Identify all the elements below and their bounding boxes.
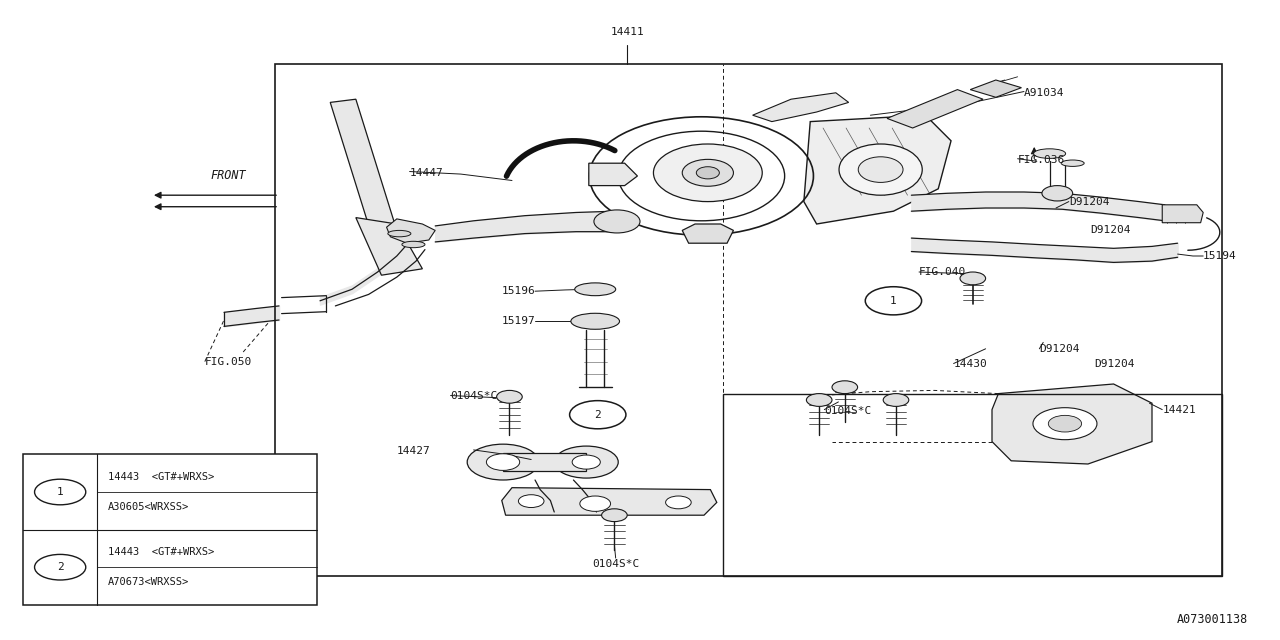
Text: 1: 1 bbox=[56, 487, 64, 497]
Text: FIG.050: FIG.050 bbox=[205, 356, 252, 367]
Circle shape bbox=[486, 454, 520, 470]
Text: FIG.040: FIG.040 bbox=[919, 267, 966, 277]
Text: D91204: D91204 bbox=[1039, 344, 1080, 354]
Ellipse shape bbox=[571, 313, 620, 329]
Circle shape bbox=[575, 317, 590, 325]
Circle shape bbox=[518, 495, 544, 508]
Circle shape bbox=[832, 381, 858, 394]
Circle shape bbox=[554, 446, 618, 478]
Circle shape bbox=[960, 272, 986, 285]
Circle shape bbox=[1042, 186, 1073, 201]
Ellipse shape bbox=[1061, 160, 1084, 166]
Text: 14427: 14427 bbox=[397, 446, 430, 456]
Circle shape bbox=[666, 496, 691, 509]
Ellipse shape bbox=[388, 230, 411, 237]
Text: FRONT: FRONT bbox=[210, 170, 246, 182]
Circle shape bbox=[570, 401, 626, 429]
Circle shape bbox=[35, 554, 86, 580]
Text: 15197: 15197 bbox=[502, 316, 535, 326]
Circle shape bbox=[579, 286, 591, 292]
Ellipse shape bbox=[654, 144, 763, 202]
Circle shape bbox=[572, 455, 600, 469]
Circle shape bbox=[602, 509, 627, 522]
Text: 0104S*C: 0104S*C bbox=[451, 390, 498, 401]
Circle shape bbox=[599, 286, 612, 292]
Ellipse shape bbox=[575, 283, 616, 296]
Ellipse shape bbox=[840, 144, 923, 195]
Polygon shape bbox=[970, 80, 1021, 97]
Polygon shape bbox=[356, 218, 422, 275]
Text: 2: 2 bbox=[56, 562, 64, 572]
Bar bbox=[723, 394, 1222, 576]
Circle shape bbox=[806, 394, 832, 406]
Circle shape bbox=[1033, 408, 1097, 440]
Bar bbox=[275, 64, 1222, 576]
Polygon shape bbox=[330, 99, 397, 234]
Text: 14411: 14411 bbox=[611, 27, 644, 37]
Text: D91204: D91204 bbox=[1069, 196, 1110, 207]
Circle shape bbox=[467, 444, 539, 480]
Bar bbox=[23, 454, 317, 605]
Ellipse shape bbox=[682, 159, 733, 186]
Polygon shape bbox=[753, 93, 849, 122]
Polygon shape bbox=[1162, 205, 1203, 223]
Text: FIG.036: FIG.036 bbox=[1018, 155, 1065, 165]
Text: A30605<WRXSS>: A30605<WRXSS> bbox=[108, 502, 188, 512]
Text: 14443  <GT#+WRXS>: 14443 <GT#+WRXS> bbox=[108, 472, 214, 482]
Text: A70673<WRXSS>: A70673<WRXSS> bbox=[108, 577, 188, 588]
Text: D91204: D91204 bbox=[1094, 358, 1135, 369]
Text: 14421: 14421 bbox=[1162, 404, 1196, 415]
Text: 14443  <GT#+WRXS>: 14443 <GT#+WRXS> bbox=[108, 547, 214, 557]
Polygon shape bbox=[804, 115, 951, 224]
Ellipse shape bbox=[696, 166, 719, 179]
Circle shape bbox=[35, 479, 86, 505]
Text: 15196: 15196 bbox=[502, 286, 535, 296]
Text: A073001138: A073001138 bbox=[1176, 613, 1248, 626]
Ellipse shape bbox=[1034, 148, 1065, 159]
Circle shape bbox=[580, 496, 611, 511]
Text: 0104S*C: 0104S*C bbox=[593, 559, 639, 570]
Circle shape bbox=[497, 390, 522, 403]
Ellipse shape bbox=[402, 241, 425, 248]
Ellipse shape bbox=[859, 157, 904, 182]
Polygon shape bbox=[682, 224, 733, 243]
Polygon shape bbox=[992, 384, 1152, 464]
Circle shape bbox=[600, 317, 616, 325]
Polygon shape bbox=[503, 453, 586, 471]
Text: 14447: 14447 bbox=[410, 168, 443, 178]
Circle shape bbox=[594, 210, 640, 233]
Polygon shape bbox=[387, 219, 435, 243]
Circle shape bbox=[883, 394, 909, 406]
Polygon shape bbox=[887, 90, 983, 128]
Text: 0104S*C: 0104S*C bbox=[824, 406, 872, 416]
Text: 15194: 15194 bbox=[1203, 251, 1236, 261]
Circle shape bbox=[865, 287, 922, 315]
Polygon shape bbox=[502, 488, 717, 515]
Text: D91204: D91204 bbox=[1091, 225, 1132, 236]
Text: 2: 2 bbox=[594, 410, 602, 420]
Text: 14430: 14430 bbox=[954, 358, 987, 369]
Polygon shape bbox=[589, 163, 637, 186]
Circle shape bbox=[1048, 415, 1082, 432]
Text: A91034: A91034 bbox=[1024, 88, 1065, 98]
Text: 1: 1 bbox=[890, 296, 897, 306]
